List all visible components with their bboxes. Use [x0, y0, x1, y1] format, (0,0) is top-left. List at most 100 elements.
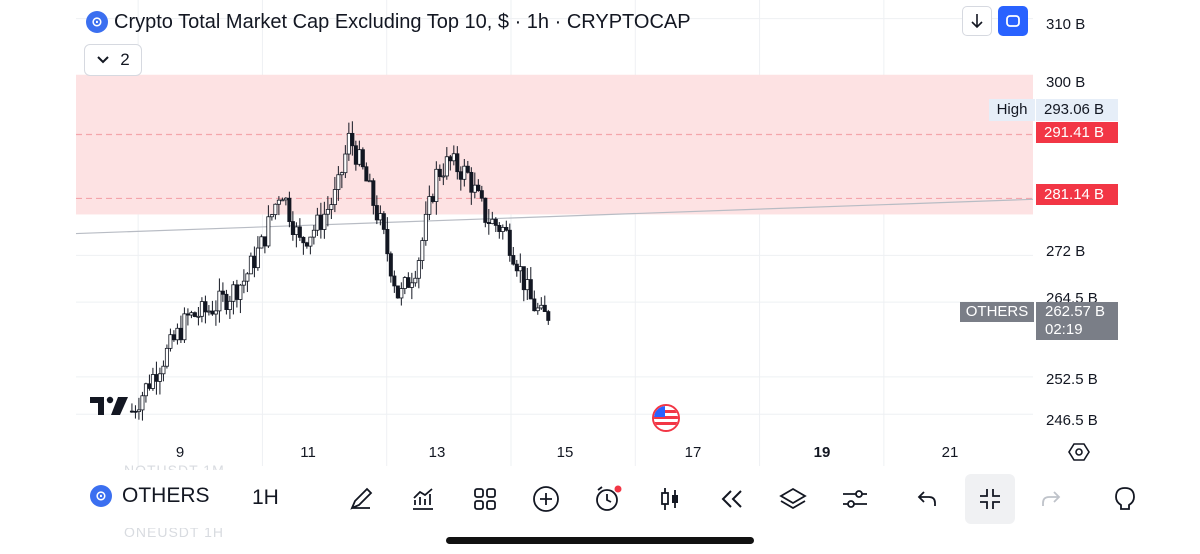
candle-body: [252, 255, 257, 269]
candle-body: [238, 284, 243, 300]
candle-body: [245, 273, 250, 282]
candle-body: [308, 236, 313, 247]
last-price-box: 262.57 B 02:19: [1036, 302, 1118, 340]
candle-body: [539, 304, 544, 309]
candle-body: [304, 242, 309, 247]
bottom-toolbar: ⊙ OTHERS 1H: [76, 470, 1200, 528]
x-axis-label: 21: [941, 444, 959, 461]
candle-body: [199, 301, 204, 317]
candle-body: [374, 205, 379, 221]
settings-sliders-button[interactable]: [838, 482, 872, 516]
y-axis-label: 252.5 B: [1046, 371, 1098, 388]
candle-body: [409, 282, 414, 288]
sync-button[interactable]: [998, 6, 1028, 36]
layouts-button[interactable]: [468, 482, 502, 516]
draw-icon: [350, 487, 373, 510]
candle-body: [262, 236, 267, 247]
candle-body: [227, 300, 232, 310]
candle-body: [385, 229, 390, 255]
symbol-selector[interactable]: ⊙ OTHERS: [90, 484, 210, 508]
chart-type-button[interactable]: [653, 482, 687, 516]
add-icon: [533, 486, 559, 512]
candle-body: [451, 153, 456, 162]
flag-icon: [654, 406, 678, 430]
arrow-down-icon: [971, 14, 983, 29]
candle-body: [224, 293, 229, 310]
candle-body: [364, 166, 369, 182]
tradingview-logo-icon: [90, 396, 128, 415]
candle-body: [514, 263, 519, 272]
add-button[interactable]: [529, 482, 563, 516]
draw-tool-button[interactable]: [344, 482, 378, 516]
replay-button[interactable]: [715, 482, 749, 516]
candle-body: [392, 275, 397, 287]
candle-body: [189, 312, 194, 316]
hexagon-gear-icon: [1068, 443, 1090, 461]
candle-body: [483, 197, 488, 223]
candle-body: [402, 277, 407, 289]
download-button[interactable]: [962, 6, 992, 36]
candle-body: [220, 290, 225, 295]
candle-body: [395, 285, 400, 299]
candle-body: [444, 156, 449, 177]
candle-body: [493, 218, 498, 226]
indicators-button[interactable]: [406, 482, 440, 516]
candle-body: [129, 410, 134, 413]
candle-body: [437, 168, 442, 177]
collapse-indicators-button[interactable]: 2: [84, 44, 142, 76]
candle-body: [287, 197, 292, 222]
candle-body: [336, 174, 341, 190]
price-tag-upper[interactable]: 291.41 B: [1036, 122, 1118, 143]
candle-body: [147, 383, 152, 389]
trendline: [75, 198, 1034, 235]
us-flag-icon[interactable]: [652, 404, 680, 432]
candle-body: [266, 216, 271, 247]
y-axis-label: 310 B: [1046, 16, 1086, 33]
chevron-down-icon: [97, 56, 109, 64]
resistance-zone: [76, 74, 1033, 215]
candle-body: [136, 409, 141, 413]
bar-countdown: 02:19: [1045, 321, 1083, 338]
candle-body: [185, 313, 190, 316]
candle-body: [234, 284, 239, 300]
candle-body: [406, 277, 411, 288]
layers-button[interactable]: [776, 482, 810, 516]
candle-body: [427, 196, 432, 215]
candle-body: [171, 334, 176, 341]
candle-body: [441, 175, 446, 178]
chart-title-bar[interactable]: ⊙ Crypto Total Market Cap Excluding Top …: [86, 8, 691, 36]
indicator-count: 2: [120, 50, 130, 69]
y-axis-label: 272 B: [1046, 243, 1086, 260]
candle-body: [423, 213, 428, 241]
candle-body: [269, 214, 274, 218]
chart-settings-button[interactable]: [1068, 441, 1090, 463]
x-axis-label: 9: [175, 444, 185, 461]
candle-body: [178, 327, 183, 341]
last-price-value: 262.57 B: [1045, 303, 1106, 320]
alert-button[interactable]: [591, 482, 625, 516]
candle-body: [535, 307, 540, 312]
ideas-button[interactable]: [1108, 482, 1142, 516]
candle-body: [388, 253, 393, 277]
candle-body: [378, 213, 383, 221]
candle-body: [325, 208, 330, 215]
candle-body: [357, 149, 362, 165]
candle-body: [255, 247, 260, 269]
candle-body: [472, 184, 477, 193]
redo-button[interactable]: [1034, 482, 1068, 516]
candle-body: [290, 221, 295, 235]
candle-body: [504, 227, 509, 231]
candle-body: [455, 153, 460, 173]
candle-body: [203, 301, 208, 313]
settings-sliders-icon: [843, 490, 867, 508]
high-value: 293.06 B: [1036, 99, 1118, 121]
indicators-icon: [413, 488, 433, 510]
candle-body: [164, 347, 169, 367]
candle-body: [196, 315, 201, 318]
undo-button[interactable]: [910, 482, 944, 516]
price-tag-lower[interactable]: 281.14 B: [1036, 184, 1118, 205]
candle-body: [497, 224, 502, 232]
fullscreen-exit-button[interactable]: [965, 474, 1015, 524]
interval-selector[interactable]: 1H: [252, 486, 279, 509]
